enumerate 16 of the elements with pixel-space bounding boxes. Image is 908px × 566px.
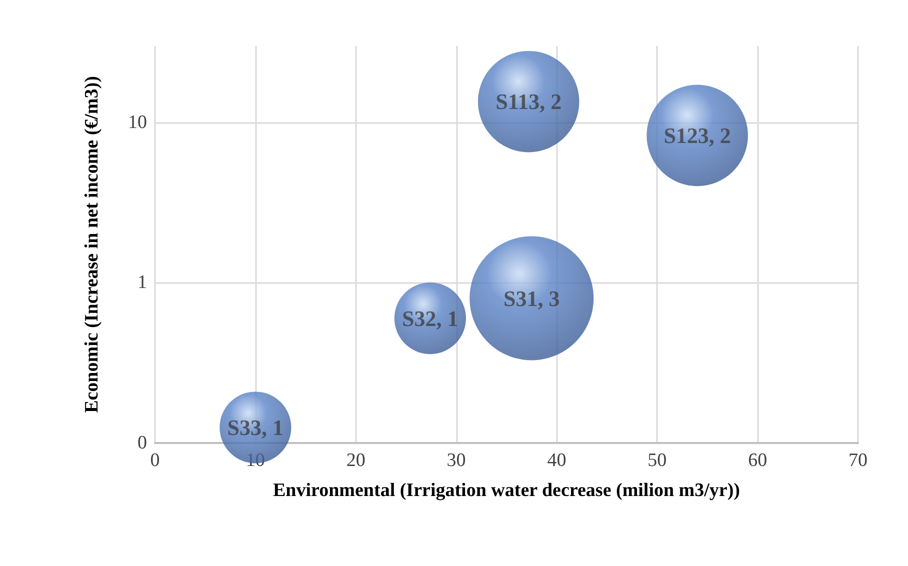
x-tick-label: 30 [446,450,466,471]
y-axis-title: Economic (Increase in net income (€/m3)) [82,76,102,413]
x-tick-label: 50 [648,450,667,471]
x-axis-title: Environmental (Irrigation water decrease (milion m3/yr)) [272,480,740,501]
y-tick-label: 1 [138,272,147,294]
x-tick-label: 20 [346,450,366,471]
data-label: S123, 2 [664,122,731,148]
y-tick-label: 0 [138,432,147,454]
data-label: S32, 1 [402,306,458,331]
x-tick-label: 40 [547,450,566,471]
data-label: S113, 2 [496,89,562,114]
data-label: S31, 3 [503,286,560,311]
y-tick-label: 10 [128,112,147,133]
data-label: S33, 1 [227,414,284,440]
x-tick-label: 60 [748,450,768,471]
x-tick-label: 70 [848,450,868,471]
